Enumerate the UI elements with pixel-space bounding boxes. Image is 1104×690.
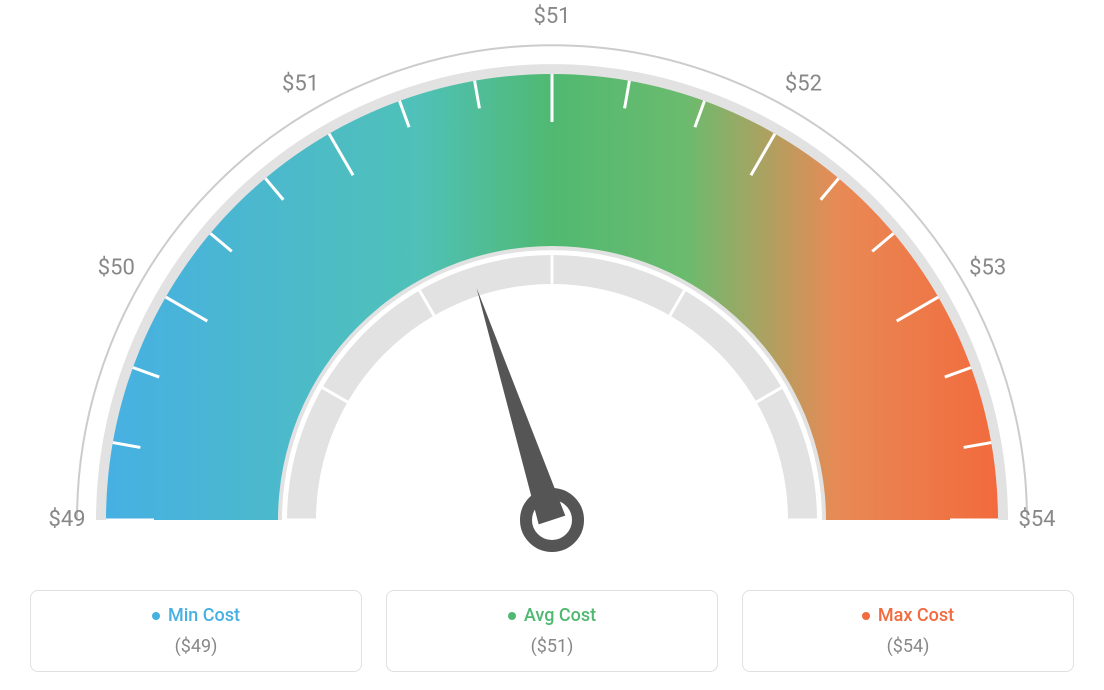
legend-label-min: Min Cost — [168, 605, 240, 626]
legend-value-max: ($54) — [753, 636, 1063, 657]
legend-card-avg: Avg Cost ($51) — [386, 590, 718, 673]
legend-title-max: Max Cost — [862, 605, 954, 626]
legend-title-min: Min Cost — [152, 605, 240, 626]
svg-text:$49: $49 — [48, 507, 85, 532]
gauge-chart: $49 $50 $51 $51 $52 $53 $54 — [0, 0, 1104, 560]
legend-card-min: Min Cost ($49) — [30, 590, 362, 673]
legend-value-min: ($49) — [41, 636, 351, 657]
legend-label-max: Max Cost — [878, 605, 954, 626]
svg-text:$52: $52 — [785, 71, 822, 96]
legend-row: Min Cost ($49) Avg Cost ($51) Max Cost (… — [30, 590, 1074, 673]
legend-card-max: Max Cost ($54) — [742, 590, 1074, 673]
svg-text:$51: $51 — [533, 4, 570, 29]
legend-title-avg: Avg Cost — [508, 605, 596, 626]
svg-text:$50: $50 — [98, 256, 135, 281]
legend-value-avg: ($51) — [397, 636, 707, 657]
svg-text:$51: $51 — [282, 71, 319, 96]
legend-dot-max — [862, 612, 870, 620]
legend-dot-avg — [508, 612, 516, 620]
legend-dot-min — [152, 612, 160, 620]
legend-label-avg: Avg Cost — [524, 605, 596, 626]
svg-text:$53: $53 — [969, 256, 1006, 281]
gauge-svg: $49 $50 $51 $51 $52 $53 $54 — [0, 0, 1104, 560]
svg-text:$54: $54 — [1018, 507, 1055, 532]
